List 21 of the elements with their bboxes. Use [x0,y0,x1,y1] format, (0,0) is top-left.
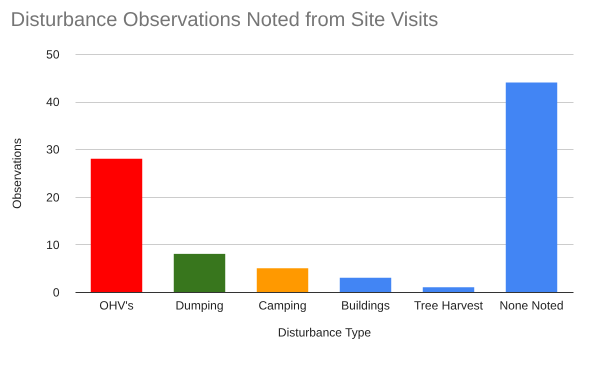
bar [174,254,226,292]
x-tick-label: None Noted [499,298,564,312]
chart-title: Disturbance Observations Noted from Site Visits [10,9,438,31]
y-tick-label: 10 [46,238,60,252]
y-tick-label: 30 [46,142,60,157]
x-axis-title: Disturbance Type [278,326,372,340]
x-tick-label: Buildings [341,298,390,312]
y-tick-label: 40 [46,95,60,110]
bar [506,82,558,292]
bar [256,268,308,292]
bar [422,287,474,292]
x-tick-label: OHV's [99,298,134,312]
x-tick-label: Tree Harvest [414,298,484,312]
bar [340,278,392,292]
y-tick-label: 20 [46,190,60,204]
bar [90,158,142,292]
y-tick-label: 50 [46,48,60,62]
x-tick-label: Dumping [175,298,224,312]
y-tick-label: 0 [52,286,60,300]
x-tick-label: Camping [258,298,307,312]
y-axis-title: Observations [10,138,24,209]
